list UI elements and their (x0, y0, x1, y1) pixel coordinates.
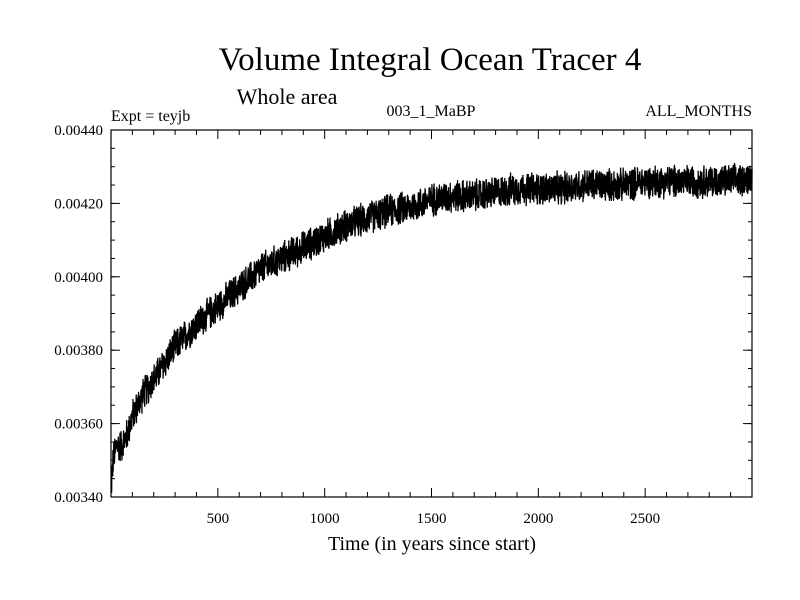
chart-title: Volume Integral Ocean Tracer 4 (219, 42, 642, 78)
y-tick-label: 0.00360 (54, 417, 103, 433)
y-tick-label: 0.00420 (54, 196, 103, 212)
y-tick-label: 0.00440 (54, 123, 103, 139)
experiment-label: Expt = teyjb (111, 108, 190, 125)
chart-subtitle: Whole area (237, 84, 338, 109)
x-tick-label: 1500 (417, 511, 447, 527)
x-tick-label: 2500 (630, 511, 660, 527)
run-label: 003_1_MaBP (387, 103, 476, 120)
x-axis-label: Time (in years since start) (328, 533, 536, 555)
period-label: ALL_MONTHS (645, 103, 752, 120)
y-tick-label: 0.00400 (54, 270, 103, 286)
series-line (110, 162, 753, 493)
x-tick-label: 2000 (523, 511, 553, 527)
y-tick-label: 0.00340 (54, 490, 103, 506)
x-tick-label: 1000 (310, 511, 340, 527)
y-tick-label: 0.00380 (54, 343, 103, 359)
x-tick-label: 500 (207, 511, 230, 527)
axis-ticks: 500 1000 1500 2000 2500 0.00340 0.00360 0.00380… (54, 123, 752, 527)
series-group (110, 162, 753, 493)
